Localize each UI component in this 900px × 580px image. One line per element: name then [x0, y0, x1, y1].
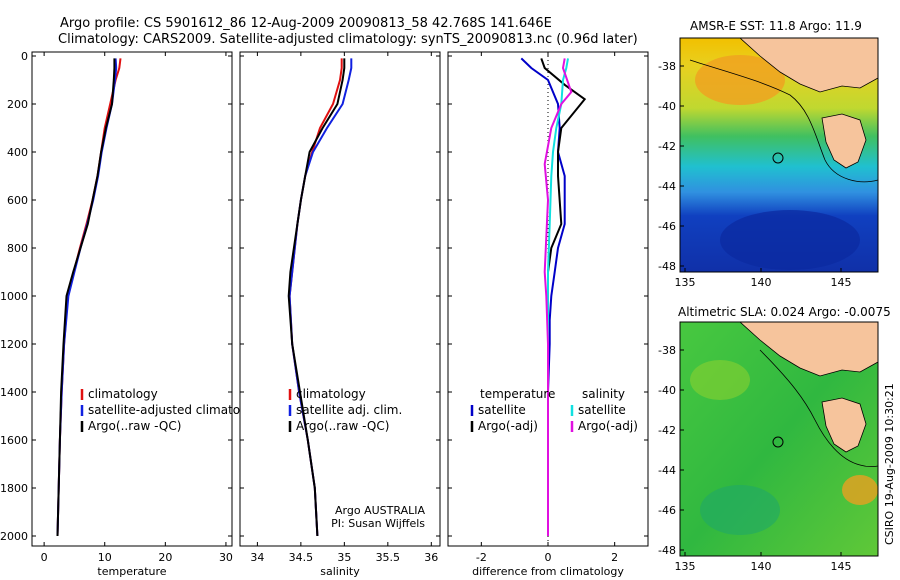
legend-label: Argo(-adj)	[578, 419, 638, 433]
temperature-xtick-label: 30	[219, 551, 233, 564]
sla-contour	[759, 349, 878, 468]
difference-series-salinity-argo-adj-	[543, 58, 573, 536]
map-ytick-label: -40	[658, 384, 676, 397]
sst-contour	[689, 59, 878, 183]
salinity-axes	[239, 51, 441, 547]
difference-xtick-label: -2	[476, 551, 487, 564]
sst-tasmania	[821, 113, 867, 169]
legend-label: satellite	[478, 403, 526, 417]
sla-blob-3	[700, 485, 780, 535]
sst-cool-patch	[720, 210, 860, 270]
map-xtick-label: 135	[675, 560, 696, 573]
depth-tick-label: 400	[7, 146, 28, 159]
figure-title-line2: Climatology: CARS2009. Satellite-adjuste…	[58, 32, 638, 47]
annotation-line: PI: Susan Wijffels	[331, 517, 425, 530]
map-ytick-label: -42	[658, 424, 676, 437]
argo-float-marker-sla	[772, 436, 784, 448]
figure-title-line1: Argo profile: CS 5901612_86 12-Aug-2009 …	[60, 16, 552, 31]
temperature-axes	[31, 51, 233, 547]
sla-map-title: Altimetric SLA: 0.024 Argo: -0.0075	[678, 305, 891, 319]
legend-label: Argo(..raw -QC)	[88, 419, 181, 433]
map-xtick-label: 135	[675, 276, 696, 289]
sla-map-frame	[679, 321, 879, 557]
argo-float-marker-sst	[772, 152, 784, 164]
depth-tick-label: 1200	[0, 338, 28, 351]
map-ytick-label: -42	[658, 140, 676, 153]
map-xtick-label: 145	[831, 560, 852, 573]
temperature-panel: 0 10 20 30 0 200 400 600 800 1000 1200 1400 1600 1800…	[0, 50, 266, 578]
salinity-panel: 34 34.5 35 35.5 36 salinity climatology satelli…	[239, 51, 441, 578]
depth-tick-label: 600	[7, 194, 28, 207]
legend-label: satellite adj. clim.	[296, 403, 402, 417]
temperature-xtick-label: 10	[98, 551, 112, 564]
salinity-xtick-label: 36	[424, 551, 438, 564]
difference-xtick-label: 0	[545, 551, 552, 564]
legend-label: satellite-adjusted climatology	[88, 403, 266, 417]
annotation-line: Argo AUSTRALIA	[335, 504, 425, 517]
legend-label: satellite	[578, 403, 626, 417]
difference-xtick-label: 2	[611, 551, 618, 564]
legend-label: climatology	[296, 387, 366, 401]
legend-title-salinity: salinity	[582, 387, 625, 401]
depth-tick-label: 1800	[0, 482, 28, 495]
map-xtick-label: 140	[751, 276, 772, 289]
sst-mainland	[739, 38, 878, 93]
difference-xlabel: difference from climatology	[472, 565, 624, 578]
credit-label: CSIRO 19-Aug-2009 10:30:21	[883, 383, 896, 545]
sla-blob-1	[690, 360, 750, 400]
map-ytick-label: -46	[658, 220, 676, 233]
sla-mainland	[739, 322, 878, 377]
map-ytick-label: -48	[658, 544, 676, 557]
legend-label: climatology	[88, 387, 158, 401]
temperature-xlabel: temperature	[97, 565, 166, 578]
legend-title-temperature: temperature	[480, 387, 555, 401]
salinity-xtick-label: 34	[250, 551, 264, 564]
sst-map-title: AMSR-E SST: 11.8 Argo: 11.9	[690, 19, 862, 33]
map-ytick-label: -44	[658, 180, 676, 193]
salinity-xtick-label: 35.5	[376, 551, 401, 564]
depth-tick-label: 200	[7, 98, 28, 111]
legend-label: Argo(-adj)	[478, 419, 538, 433]
map-xtick-label: 145	[831, 276, 852, 289]
depth-tick-label: 1400	[0, 386, 28, 399]
map-ytick-label: -46	[658, 504, 676, 517]
salinity-xtick-label: 34.5	[289, 551, 314, 564]
sla-tasmania	[821, 397, 867, 453]
depth-tick-label: 1000	[0, 290, 28, 303]
map-xtick-label: 140	[751, 560, 772, 573]
sst-map-frame	[679, 37, 879, 273]
salinity-xlabel: salinity	[320, 565, 360, 578]
map-ytick-label: -40	[658, 100, 676, 113]
temperature-xtick-label: 0	[41, 551, 48, 564]
sla-blob-2	[842, 475, 878, 505]
legend-label: Argo(..raw -QC)	[296, 419, 389, 433]
map-ytick-label: -44	[658, 464, 676, 477]
temperature-series-argo-raw-qc-	[56, 58, 116, 537]
sst-map: AMSR-E SST: 11.8 Argo: 11.9 135 140 145 -38…	[658, 19, 879, 289]
map-ytick-label: -48	[658, 260, 676, 273]
sst-warm-patch	[695, 55, 785, 105]
depth-tick-label: 1600	[0, 434, 28, 447]
map-ytick-label: -38	[658, 60, 676, 73]
depth-tick-label: 0	[21, 50, 28, 63]
depth-tick-label: 2000	[0, 530, 28, 543]
map-ytick-label: -38	[658, 344, 676, 357]
salinity-series-argo-raw-qc-	[287, 58, 346, 537]
salinity-xtick-label: 35	[337, 551, 351, 564]
temperature-xtick-label: 20	[158, 551, 172, 564]
sla-map: Altimetric SLA: 0.024 Argo: -0.0075 135 1…	[658, 305, 891, 573]
depth-tick-label: 800	[7, 242, 28, 255]
